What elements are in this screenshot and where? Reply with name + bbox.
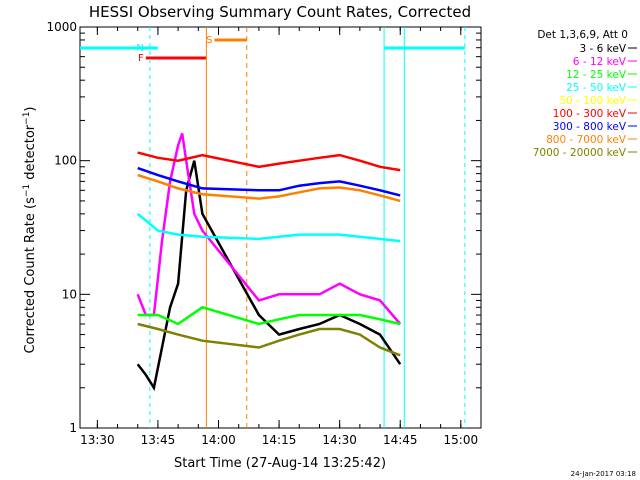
x-tick-label: 14:30 xyxy=(322,433,357,447)
series-line xyxy=(137,166,401,197)
date-stamp: 24-Jan-2017 03:18 xyxy=(571,470,636,478)
y-tick-label: 1000 xyxy=(46,20,77,34)
x-tick-label: 14:45 xyxy=(383,433,418,447)
y-axis-label: Corrected Count Rate (s−1 detector−1) xyxy=(22,106,38,353)
y-tick-label: 100 xyxy=(54,154,77,168)
y-tick-label: 10 xyxy=(62,287,77,301)
x-tick-label: 14:15 xyxy=(262,433,297,447)
series-line xyxy=(136,132,402,325)
legend-entry: 6 - 12 keV xyxy=(573,56,627,68)
x-tick-label: 13:30 xyxy=(80,433,115,447)
legend-entry: 800 - 7000 keV xyxy=(546,134,627,146)
chart-title: HESSI Observing Summary Count Rates, Cor… xyxy=(89,3,471,21)
legend-entry: 300 - 800 keV xyxy=(553,121,627,133)
x-tick-label: 13:45 xyxy=(141,433,176,447)
plot-frame xyxy=(79,26,482,429)
legend-entry: 50 - 100 keV xyxy=(559,95,626,107)
series-line xyxy=(137,151,401,172)
series-line xyxy=(136,212,401,243)
legend-entry: 7000 - 20000 keV xyxy=(533,147,627,159)
series-line xyxy=(137,173,401,203)
legend-entry: 25 - 50 keV xyxy=(566,82,627,94)
series-line xyxy=(137,305,401,326)
legend-entry: 3 - 6 keV xyxy=(579,43,626,55)
legend-header: Det 1,3,6,9, Att 0 xyxy=(537,29,628,41)
legend-entry: 12 - 25 keV xyxy=(566,69,627,81)
x-tick-label: 15:00 xyxy=(444,433,479,447)
x-tick-label: 14:00 xyxy=(201,433,236,447)
series-line xyxy=(137,322,401,357)
x-axis-label: Start Time (27-Aug-14 13:25:42) xyxy=(174,456,386,471)
legend-entry: 100 - 300 keV xyxy=(553,108,627,120)
flag-label-S: S xyxy=(206,35,212,46)
series-line xyxy=(136,160,402,392)
flag-label-F: F xyxy=(138,53,144,64)
y-tick-label: 1 xyxy=(69,421,77,435)
